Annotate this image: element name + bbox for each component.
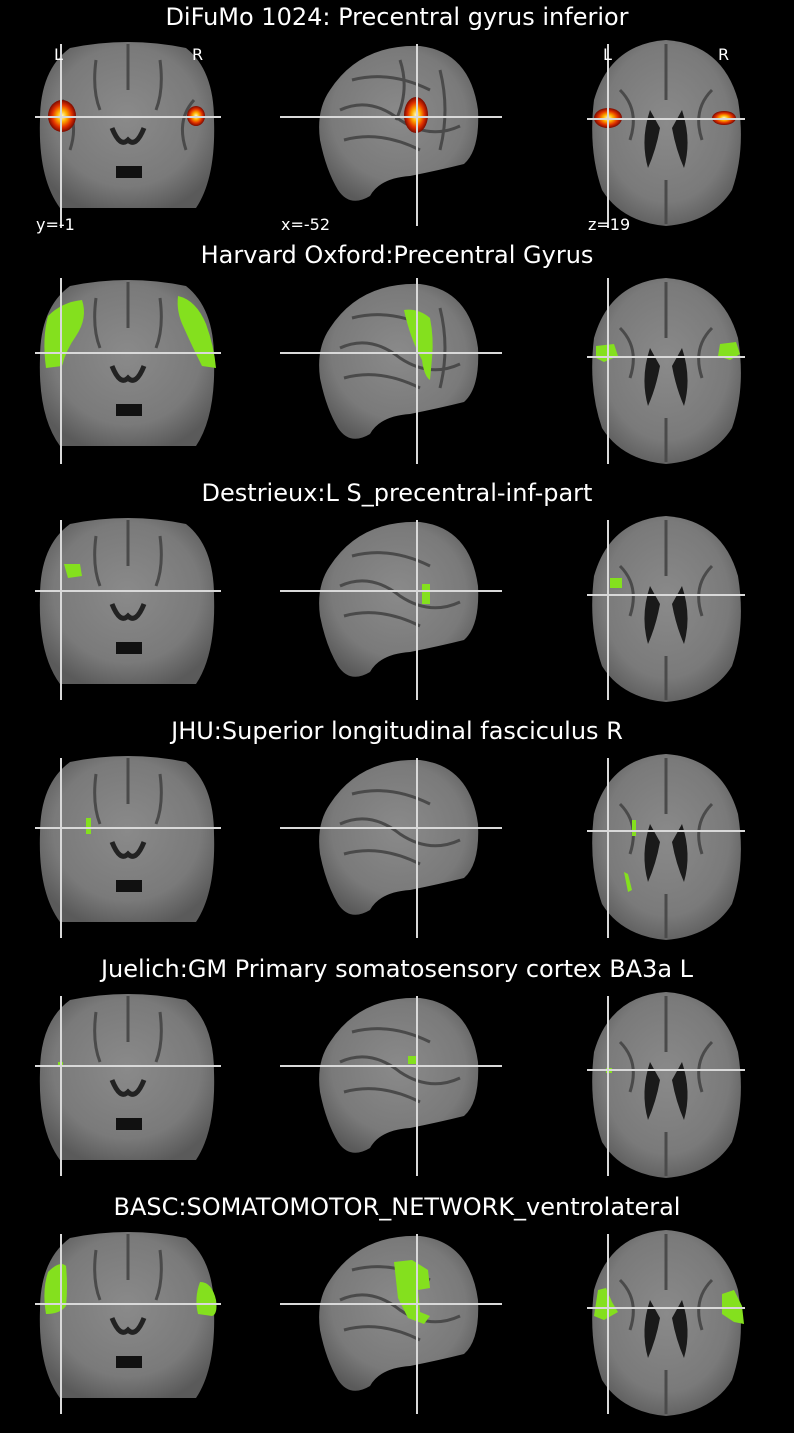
axial-brain <box>592 40 741 226</box>
atlas-row: Destrieux:L S_precentral-inf-part <box>0 476 794 714</box>
mask-region <box>408 1056 416 1064</box>
axial-brain <box>592 992 741 1178</box>
coronal-coordinate-label: y=-1 <box>36 215 75 234</box>
atlas-row: JHU:Superior longitudinal fasciculus R <box>0 714 794 952</box>
mask-region-left <box>44 300 84 368</box>
sagittal-view <box>280 1234 502 1414</box>
sagittal-view <box>280 44 502 226</box>
right-orientation-label: R <box>192 45 204 64</box>
mask-region <box>632 820 636 836</box>
atlas-row: DiFuMo 1024: Precentral gyrus inferior L… <box>0 0 794 238</box>
axial-brain <box>592 1230 741 1416</box>
atlas-row: Juelich:GM Primary somatosensory cortex … <box>0 952 794 1190</box>
axial-coordinate-label: z=19 <box>588 215 631 234</box>
mask-region <box>422 584 430 604</box>
mask-region <box>64 564 82 578</box>
left-orientation-label: L <box>54 45 63 64</box>
sagittal-coordinate-label: x=-52 <box>281 215 331 234</box>
axial-brain <box>592 278 741 464</box>
sagittal-brain <box>319 45 479 201</box>
sagittal-brain <box>319 997 479 1153</box>
coronal-brain <box>39 756 215 922</box>
atlas-title: BASC:SOMATOMOTOR_NETWORK_ventrolateral <box>113 1193 681 1221</box>
axial-brain <box>592 516 741 702</box>
sagittal-brain <box>319 759 479 915</box>
coronal-view <box>35 42 221 228</box>
atlas-row: BASC:SOMATOMOTOR_NETWORK_ventrolateral <box>0 1190 794 1428</box>
axial-view <box>587 754 745 940</box>
sagittal-view <box>280 520 502 700</box>
coronal-brain <box>39 994 215 1160</box>
mask-region-right <box>177 296 216 368</box>
coronal-brain <box>39 1232 215 1398</box>
atlas-title: Destrieux:L S_precentral-inf-part <box>201 479 593 507</box>
axial-view <box>587 992 745 1178</box>
coronal-view <box>35 278 221 464</box>
axial-view <box>587 40 745 228</box>
sagittal-brain <box>319 283 479 439</box>
coronal-view <box>35 518 221 700</box>
mask-region-left <box>594 1288 618 1320</box>
atlas-title: Harvard Oxford:Precentral Gyrus <box>200 241 594 269</box>
axial-view <box>587 516 745 702</box>
atlas-row: Harvard Oxford:Precentral Gyrus <box>0 238 794 476</box>
mask-region <box>404 309 433 380</box>
mask-region <box>394 1260 430 1324</box>
sagittal-view <box>280 758 502 938</box>
mask-region <box>86 818 91 834</box>
mask-region-right <box>718 342 740 360</box>
atlas-title: Juelich:GM Primary somatosensory cortex … <box>100 955 694 983</box>
sagittal-view <box>280 996 502 1176</box>
right-orientation-label: R <box>718 45 730 64</box>
sagittal-brain <box>319 521 479 677</box>
axial-brain <box>592 754 741 940</box>
mask-region-right <box>196 1282 217 1316</box>
coronal-brain <box>39 280 215 446</box>
axial-view <box>587 1230 745 1416</box>
mask-region <box>610 578 622 588</box>
coronal-view <box>35 756 221 938</box>
left-orientation-label: L <box>603 45 612 64</box>
mask-region <box>624 872 632 892</box>
sagittal-view <box>280 278 502 464</box>
axial-view <box>587 278 745 464</box>
coronal-brain <box>39 518 215 684</box>
atlas-title: JHU:Superior longitudinal fasciculus R <box>171 717 623 745</box>
coronal-view <box>35 994 221 1176</box>
coronal-view <box>35 1232 221 1414</box>
coronal-brain <box>39 42 215 208</box>
atlas-title: DiFuMo 1024: Precentral gyrus inferior <box>165 3 629 31</box>
